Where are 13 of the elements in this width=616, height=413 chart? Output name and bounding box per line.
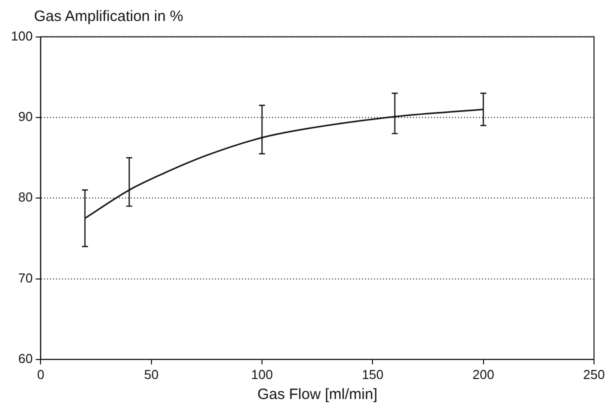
y-tick-label: 80 [18, 190, 33, 205]
x-tick-label: 200 [472, 366, 494, 382]
x-tick-label: 250 [583, 366, 605, 382]
y-tick-label: 100 [10, 28, 33, 44]
x-axis-title: Gas Flow [ml/min] [257, 386, 378, 404]
y-tick-label: 70 [18, 270, 33, 286]
x-tick-label: 0 [37, 366, 44, 382]
y-tick-label: 90 [18, 109, 33, 124]
y-tick-label: 60 [18, 350, 33, 366]
x-tick-label: 150 [362, 366, 384, 382]
x-tick-label: 100 [251, 366, 273, 382]
x-tick-label: 50 [144, 366, 159, 382]
y-axis-title: Gas Amplification in % [34, 8, 184, 26]
